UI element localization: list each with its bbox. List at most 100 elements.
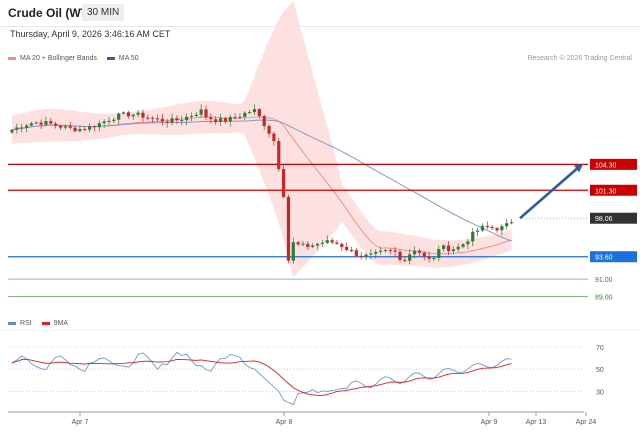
candle-body [446,245,451,252]
x-tick-label: Apr 24 [576,419,597,426]
forecast-arrow-head [574,164,583,173]
candle-body [228,117,232,122]
candle-body [88,126,92,130]
level-98-06-tag [590,212,637,224]
candle-body [456,246,460,250]
level-93-60-tag [590,251,637,263]
candle-body [437,249,441,259]
candle-body [349,249,354,251]
indicator-legend: MA 20 + Bollinger Bands MA 50 [8,55,139,62]
candle-body [354,250,358,256]
candle-body [39,122,43,125]
candle-body [165,121,169,123]
x-tick-label: Apr 9 [481,419,498,426]
level-104-30-tag [590,158,637,170]
candle-body [466,241,470,245]
candle-body [117,113,121,120]
candle-body [146,117,150,119]
instrument-title: Crude Oil (WTI) [8,6,96,20]
candle-body [155,118,160,120]
candle-body [160,118,164,122]
legend-label-ma50: MA 50 [118,55,139,62]
candle-body [374,251,378,254]
candle-body [20,127,24,129]
candle-body [461,244,465,247]
candle-body [170,118,174,123]
candle-body [471,231,475,242]
candle-body [107,120,111,122]
bollinger-band [12,0,512,278]
chart-datetime: Thursday, April 9, 2026 3:46:16 AM CET [10,29,171,39]
candle-body [311,245,315,247]
candle-body [194,114,198,116]
level-101-30-tag [590,184,637,196]
candle-body [412,250,417,255]
candle-body [83,128,87,130]
candle-body [238,116,242,118]
candle-body [403,259,407,261]
candle-body [252,109,257,113]
rsi-tick-50: 50 [596,367,604,374]
candle-body [68,126,72,128]
candle-body [301,243,305,245]
candle-body [451,249,455,252]
rsi-legend: RSI 9MA [8,320,68,327]
copyright-text: Research © 2026 Trading Central [527,55,632,62]
candle-body [58,125,63,128]
chart-header: Crude Oil (WTI) 30 MIN [0,0,640,27]
candle-body [54,123,58,126]
candle-body [330,240,334,243]
candle-body [218,118,223,122]
candle-body [209,117,213,120]
legend-swatch-rsi [8,322,16,325]
candle-body [141,112,145,118]
candle-body [121,112,126,114]
candle-body [325,240,329,243]
level-93-60-tag-label: 93.60 [595,255,613,262]
candle-body [24,125,29,128]
candle-body [398,251,402,260]
candle-body [286,196,291,261]
candle-body [97,123,101,128]
candle-body [214,119,218,122]
candle-body [393,250,397,252]
candle-body [73,127,77,132]
candle-body [257,109,261,117]
candle-body [345,247,349,250]
candle-body [379,250,383,252]
candle-body [49,121,53,124]
candle-body [78,128,82,132]
legend-swatch-9ma [41,322,50,325]
candle-body [417,250,421,253]
level-101-30-tag-label: 101.30 [595,188,617,195]
candle-body [175,118,179,121]
candle-body [500,226,504,231]
candle-body [243,112,247,117]
candle-body [495,228,499,231]
candle-body [29,123,33,126]
timeframe-badge[interactable]: 30 MIN [82,4,125,21]
legend-swatch-ma20 [8,57,16,60]
candle-body [34,122,38,124]
candle-body [151,117,155,119]
x-tick-label: Apr 8 [276,419,293,426]
x-tick-label: Apr 13 [526,419,547,426]
candle-body [204,109,208,118]
candle-body [126,112,130,117]
level-91-00-label: 91.00 [595,277,613,284]
legend-label-ma20: MA 20 + Bollinger Bands [20,55,97,62]
candle-body [272,133,276,142]
candle-body [92,126,97,128]
candle-body [131,114,135,117]
candle-body [320,242,324,244]
candle-body [340,243,344,248]
candle-body [388,250,392,252]
candle-body [296,242,300,245]
candle-body [505,223,509,227]
candle-body [233,117,237,119]
candle-body [490,226,494,229]
candle-body [383,250,388,252]
candle-body [277,141,281,170]
candle-body [335,242,339,244]
